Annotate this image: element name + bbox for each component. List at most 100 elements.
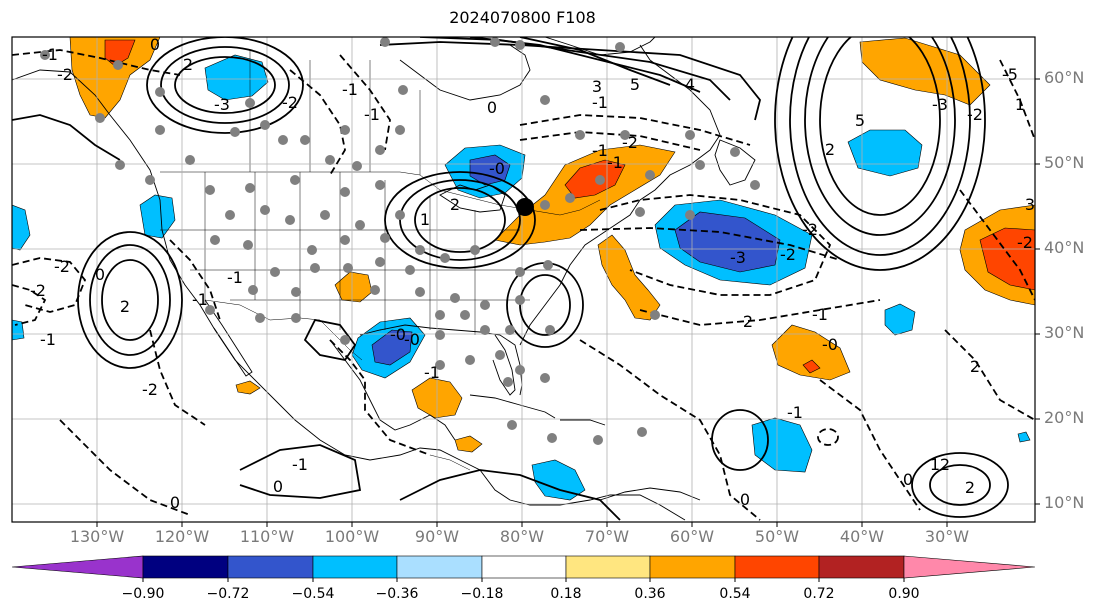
contour-label: -1 <box>592 141 608 160</box>
shaded-area-alaska-blue <box>204 54 269 101</box>
colorbar-segments <box>11 555 1036 579</box>
contour-label: -1 <box>292 455 308 474</box>
contour-label: -0 <box>404 330 420 349</box>
shaded-negative-areas <box>12 54 1031 501</box>
lon-label: 130°W <box>69 527 125 546</box>
contour-label: -0 <box>390 325 406 344</box>
lon-label: 80°W <box>499 527 545 546</box>
contour-label: -1 <box>592 93 608 112</box>
coastlines <box>12 37 756 521</box>
lon-label: 100°W <box>324 527 380 546</box>
axis-ticks <box>96 78 1040 527</box>
shaded-area-north-atlantic-orange <box>859 37 991 106</box>
colorbar-tick-label: −0.54 <box>291 586 335 602</box>
contour-label: 1 <box>930 455 940 474</box>
lon-label: 120°W <box>154 527 210 546</box>
contour-label: 5 <box>630 75 640 94</box>
shaded-area-east-small-blue <box>1017 431 1031 443</box>
contour-label: -1 <box>364 105 380 124</box>
contour-label: 2 <box>970 357 980 376</box>
contour-label: 3 <box>592 77 602 96</box>
contour-label: -2 <box>282 93 298 112</box>
shaded-area-mid-atlantic-orange <box>771 324 851 381</box>
lon-label: 90°W <box>414 527 460 546</box>
shaded-area-atlantic-dark <box>674 211 781 273</box>
greenland-coast <box>544 37 656 56</box>
north-america-coastline <box>12 69 686 521</box>
lon-label: 60°W <box>669 527 715 546</box>
contour-label: 2 <box>120 297 130 316</box>
point-marker <box>516 198 534 216</box>
contour-label: -2 <box>780 245 796 264</box>
lat-label: 30°N <box>1044 323 1085 342</box>
colorbar-extend-high <box>903 555 1036 579</box>
contour-label: -1 <box>787 403 803 422</box>
colorbar-segment <box>481 555 567 579</box>
contour-label: -1 <box>342 80 358 99</box>
contour-label: 2 <box>825 140 835 159</box>
colorbar-segment <box>142 555 229 579</box>
gridlines <box>12 37 1035 522</box>
colorbar-tick-label: −0.36 <box>375 586 419 602</box>
contour-label: 2 <box>743 312 753 331</box>
hudson-bay <box>399 44 531 101</box>
contour-label: 0 <box>95 265 105 284</box>
colorbar-segment <box>649 555 736 579</box>
lat-label: 40°N <box>1044 238 1085 257</box>
contour-label: -0 <box>822 335 838 354</box>
great-lakes <box>439 184 506 213</box>
dashed-contours <box>12 49 1035 521</box>
contour-label: 2 <box>450 195 460 214</box>
contour-label: -2 <box>1017 233 1033 252</box>
map-background <box>12 37 1035 522</box>
shaded-area-north-atlantic-blue <box>847 129 923 177</box>
colorbar-segment <box>565 555 651 579</box>
lat-label: 20°N <box>1044 408 1085 427</box>
colorbar-segment <box>312 555 398 579</box>
contour-label: 0 <box>150 35 160 54</box>
contour-label: -1 <box>607 153 623 172</box>
contour-label: -0 <box>489 159 505 178</box>
south-america-north-coast <box>599 487 701 501</box>
shaded-area-texas-dark <box>371 329 413 366</box>
lon-label: 110°W <box>239 527 295 546</box>
contour-label: 0 <box>170 493 180 512</box>
contour-label: -1 <box>227 268 243 287</box>
newfoundland <box>714 139 756 186</box>
contour-label: -2 <box>54 257 70 276</box>
contour-label: 1 <box>420 210 430 229</box>
colorbar-tick-label: 0.72 <box>803 586 835 602</box>
contour-label: 5 <box>855 111 865 130</box>
colorbar-segment <box>396 555 483 579</box>
station-dots <box>40 37 760 445</box>
us-mexico-border <box>204 299 363 361</box>
contour-label: -1 <box>40 330 56 349</box>
contour-label: 2 <box>183 55 193 74</box>
contour-label: -2 <box>967 105 983 124</box>
baja-california <box>204 299 253 377</box>
colorbar-segment <box>227 555 314 579</box>
contour-label: 0 <box>903 470 913 489</box>
cuba <box>469 394 556 419</box>
shaded-area-east-mid-blue <box>884 303 916 336</box>
map-area: -1 -2 0 2 -3 -2 -1 -1 0 -1 3 5 4 -2 -1 -… <box>12 35 1035 522</box>
lon-label: 30°W <box>924 527 970 546</box>
mexico-gulf-coastline <box>329 339 456 441</box>
contour-label: 2 <box>940 455 950 474</box>
contour-label: -3 <box>214 95 230 114</box>
colorbar-tick-label: −0.72 <box>206 586 250 602</box>
lat-label: 50°N <box>1044 153 1085 172</box>
contour-label: -1 <box>424 363 440 382</box>
contour-labels: -1 -2 0 2 -3 -2 -1 -1 0 -1 3 5 4 -2 -1 -… <box>30 35 1035 512</box>
map-frame <box>11 36 1036 523</box>
colorbar-tick-label: −0.90 <box>121 586 165 602</box>
canada-east-coast <box>599 44 721 236</box>
contour-label: -3 <box>730 248 746 267</box>
solid-contours <box>12 37 1009 521</box>
colorbar-tick-label: 0.54 <box>719 586 751 602</box>
colorbar-segment <box>818 555 905 579</box>
lon-label: 50°W <box>754 527 800 546</box>
colorbar <box>11 555 1036 582</box>
lat-label: 60°N <box>1044 68 1085 87</box>
